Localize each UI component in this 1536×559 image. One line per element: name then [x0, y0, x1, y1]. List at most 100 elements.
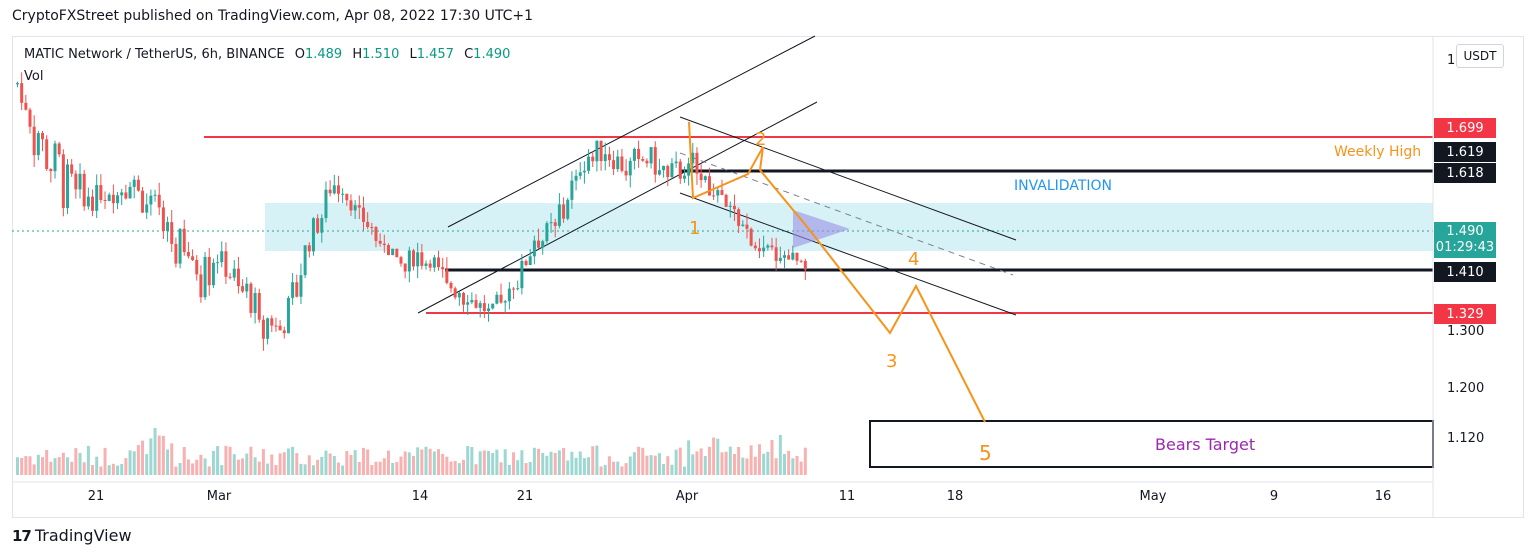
candle-body [57, 143, 61, 155]
candle-body [86, 196, 90, 207]
volume-bar [545, 455, 549, 475]
volume-label: Vol [24, 69, 44, 84]
volume-bar [32, 464, 36, 475]
wave-5-label: 5 [979, 441, 992, 465]
candle-body [111, 194, 115, 204]
candle-body [787, 255, 791, 260]
volume-bar [382, 458, 386, 475]
volume-bar [78, 452, 82, 475]
wave-1-label: 1 [689, 218, 700, 239]
candle-body [241, 286, 245, 292]
candle-body [524, 260, 528, 266]
candle-body [520, 260, 524, 289]
volume-bar [207, 466, 211, 475]
candle-body [712, 195, 716, 197]
candle-body [766, 245, 770, 248]
candle-body [516, 288, 520, 290]
volume-bar [191, 463, 195, 475]
candle-body [703, 176, 707, 181]
candle-body [257, 293, 261, 320]
candle-body [336, 185, 340, 194]
candle-body [699, 173, 703, 181]
candle-body [249, 283, 253, 313]
candle-body [203, 256, 207, 298]
volume-bar [303, 464, 307, 475]
candle-body [382, 243, 386, 246]
candle-body [599, 140, 603, 162]
volume-bar [637, 446, 641, 475]
bears-target-label: Bears Target [1155, 435, 1255, 454]
volume-bar [695, 451, 699, 475]
candle-body [466, 302, 470, 305]
volume-bar [716, 438, 720, 475]
candle-body [620, 156, 624, 171]
candle-body [311, 218, 315, 252]
candle-body [441, 267, 445, 270]
volume-bar [620, 466, 624, 475]
time-tick-label: 11 [839, 489, 856, 504]
volume-bar [403, 451, 407, 475]
candle-body [41, 133, 45, 140]
candle-body [341, 193, 345, 195]
volume-bar [145, 454, 149, 475]
candle-body [378, 240, 382, 244]
candle-body [16, 83, 19, 85]
price-tick-label: 1.200 [1447, 381, 1484, 396]
down-channel-lower [679, 192, 1017, 316]
candle-body [499, 294, 503, 303]
volume-bar [336, 462, 340, 475]
volume-bar [645, 455, 649, 475]
time-tick-label: 21 [88, 489, 105, 504]
volume-bar [420, 449, 424, 475]
candle-body [291, 282, 295, 298]
candle-body [795, 252, 799, 261]
volume-bar [803, 447, 807, 475]
volume-bar [328, 453, 332, 475]
volume-bar [712, 437, 716, 475]
tradingview-logo[interactable]: 17 TradingView [12, 526, 132, 545]
volume-bar [641, 447, 645, 475]
candle-body [457, 292, 461, 298]
candle-body [161, 207, 165, 232]
volume-bar [349, 454, 353, 475]
volume-bar [241, 458, 245, 475]
volume-bar [612, 461, 616, 475]
elliott-wave-path [688, 121, 986, 423]
volume-bar [466, 446, 470, 475]
volume-bar [566, 460, 570, 475]
volume-bar [224, 445, 228, 475]
volume-bar [211, 450, 215, 475]
volume-bar [616, 461, 620, 475]
triangle-pattern [793, 210, 850, 248]
price-label-support: 1.410 [1434, 262, 1496, 282]
open-label: O [294, 47, 305, 62]
volume-bar [186, 459, 190, 475]
chart-frame[interactable] [12, 36, 1524, 518]
volume-bar [245, 453, 249, 475]
current-price: 1.490 [1446, 224, 1484, 239]
candle-body [616, 156, 620, 170]
volume-bar [441, 453, 445, 475]
candle-body [36, 133, 40, 156]
volume-bar [41, 457, 45, 475]
currency-button[interactable]: USDT [1456, 44, 1504, 68]
price-label-red-low: 1.329 [1434, 304, 1496, 324]
volume-bar [582, 458, 586, 475]
volume-bar [587, 457, 591, 475]
volume-bar [386, 450, 390, 475]
volume-bar [491, 452, 495, 475]
candle-body [345, 193, 349, 201]
price-label-red-high: 1.699 [1434, 118, 1496, 138]
price-label-current: 1.490 01:29:43 [1434, 222, 1496, 258]
candle-body [91, 196, 95, 211]
price-label-weekly-high: 1.619 [1434, 142, 1496, 162]
candle-body [503, 301, 507, 303]
candle-body [32, 126, 36, 156]
volume-bar [266, 463, 270, 475]
volume-bar [670, 464, 674, 475]
volume-bar [357, 461, 361, 475]
candle-body [391, 248, 395, 256]
volume-bar [82, 462, 86, 475]
candle-body [320, 218, 324, 233]
